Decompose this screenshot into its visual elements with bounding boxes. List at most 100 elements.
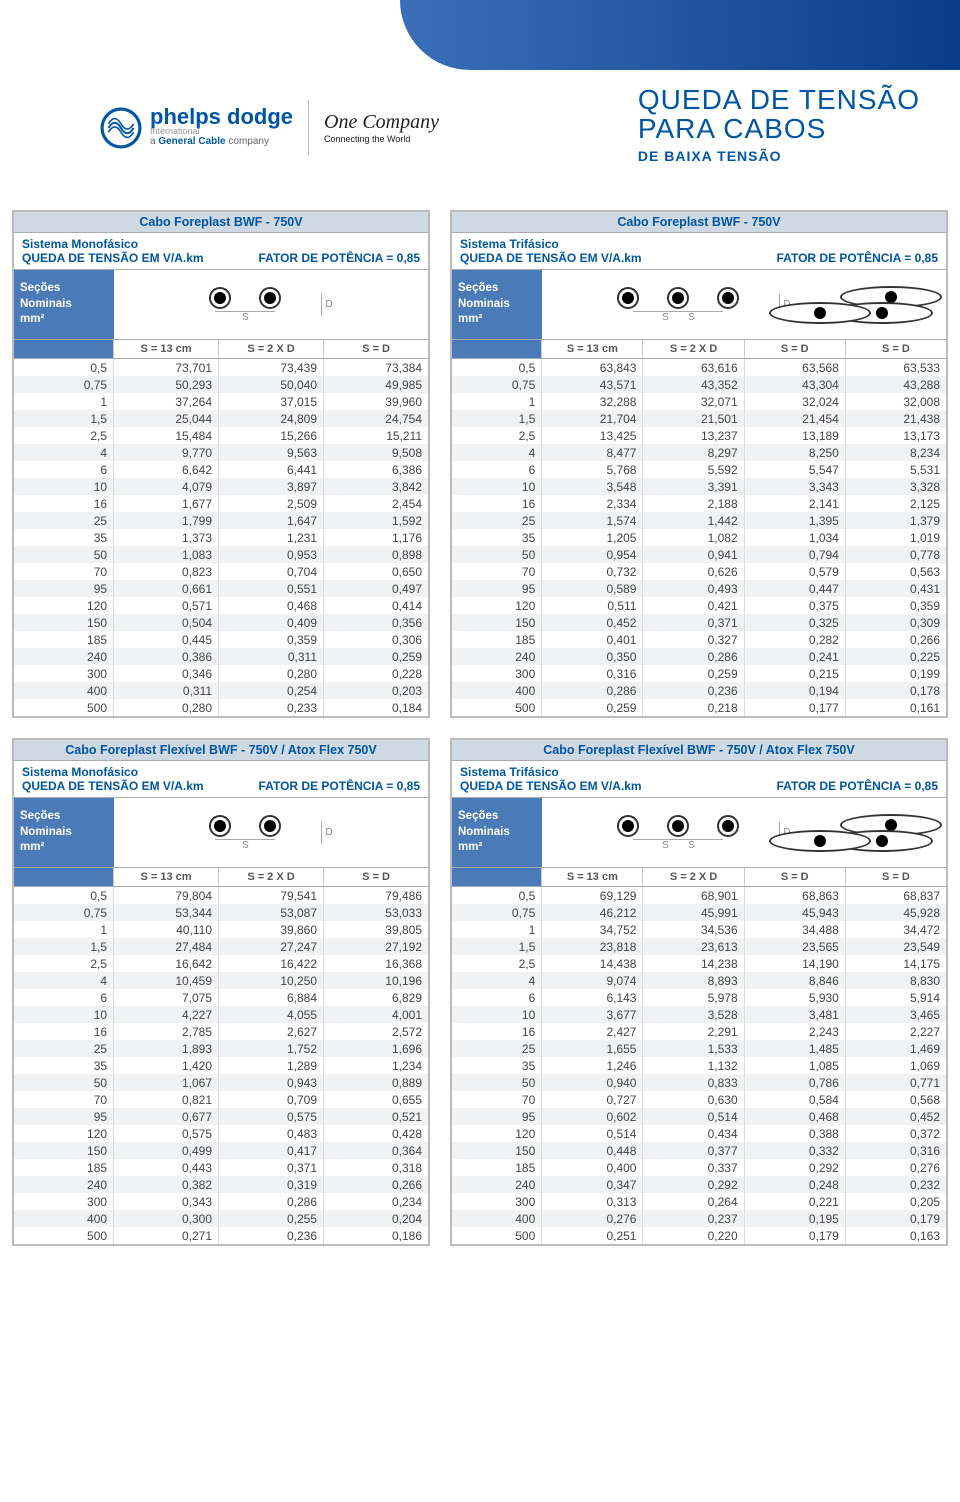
table-row: 103,5483,3913,3433,328 [452,478,946,495]
sections-header: SeçõesNominaismm² [452,798,542,867]
data-cell: 0,194 [744,682,845,699]
data-cell: 0,514 [541,1125,642,1142]
data-cell: 23,613 [642,938,743,955]
section-cell: 2,5 [452,955,541,972]
data-cell: 39,805 [323,921,428,938]
data-cell: 0,468 [744,1108,845,1125]
table-row: 351,2051,0821,0341,019 [452,529,946,546]
data-cell: 3,481 [744,1006,845,1023]
data-cell: 23,549 [845,938,946,955]
table-row: 1200,5110,4210,3750,359 [452,597,946,614]
data-cell: 0,504 [113,614,218,631]
section-cell: 35 [14,1057,113,1074]
data-cell: 10,459 [113,972,218,989]
data-cell: 0,514 [642,1108,743,1125]
data-cell: 16,642 [113,955,218,972]
table-row: 501,0830,9530,898 [14,546,428,563]
data-cell: 32,008 [845,393,946,410]
sections-header: SeçõesNominaismm² [14,270,114,339]
data-cell: 6,386 [323,461,428,478]
data-cell: 1,696 [323,1040,428,1057]
data-cell: 34,536 [642,921,743,938]
table-row: 1,523,81823,61323,56523,549 [452,938,946,955]
table-row: 5000,2800,2330,184 [14,699,428,716]
data-cell: 0,571 [113,597,218,614]
section-cell: 120 [14,597,113,614]
table-row: 3000,3160,2590,2150,199 [452,665,946,682]
data-cell: 0,499 [113,1142,218,1159]
data-cell: 0,228 [323,665,428,682]
table-subheader: Sistema MonofásicoQUEDA DE TENSÃO EM V/A… [14,233,428,270]
data-cell: 0,372 [845,1125,946,1142]
table-row: 0,7550,29350,04049,985 [14,376,428,393]
table-row: 162,7852,6272,572 [14,1023,428,1040]
logo-area: phelps dodge International a General Cab… [100,100,439,155]
table-t4: Cabo Foreplast Flexível BWF - 750V / Ato… [450,738,948,1246]
data-cell: 0,704 [218,563,323,580]
table-row: 3000,3460,2800,228 [14,665,428,682]
table-row: 500,9400,8330,7860,771 [452,1074,946,1091]
data-cell: 2,243 [744,1023,845,1040]
data-cell: 45,991 [642,904,743,921]
data-cell: 0,602 [541,1108,642,1125]
section-cell: 0,5 [14,359,113,376]
data-cell: 37,264 [113,393,218,410]
header-sweep [400,0,960,70]
data-cell: 2,427 [541,1023,642,1040]
s-header-row: S = 13 cmS = 2 X DS = D [14,340,428,359]
data-cell: 0,318 [323,1159,428,1176]
section-cell: 16 [14,495,113,512]
diagram-row: SeçõesNominaismm²SD [14,270,428,340]
section-cell: 95 [452,1108,541,1125]
data-cell: 6,143 [541,989,642,1006]
section-cell: 150 [452,1142,541,1159]
data-cell: 0,316 [541,665,642,682]
data-cell: 69,129 [541,887,642,904]
section-cell: 185 [14,631,113,648]
data-cell: 79,541 [218,887,323,904]
data-cell: 1,647 [218,512,323,529]
section-cell: 120 [14,1125,113,1142]
data-cell: 6,441 [218,461,323,478]
data-cell: 2,125 [845,495,946,512]
table-row: 351,4201,2891,234 [14,1057,428,1074]
data-cell: 13,173 [845,427,946,444]
data-cell: 21,501 [642,410,743,427]
data-cell: 0,177 [744,699,845,716]
data-cell: 0,186 [323,1227,428,1244]
table-row: 1500,4480,3770,3320,316 [452,1142,946,1159]
section-cell: 240 [452,648,541,665]
data-cell: 0,306 [323,631,428,648]
data-cell: 0,452 [541,614,642,631]
data-cell: 0,204 [323,1210,428,1227]
data-cell: 0,709 [218,1091,323,1108]
data-cell: 9,770 [113,444,218,461]
table-row: 2400,3820,3190,266 [14,1176,428,1193]
table-subheader: Sistema TrifásicoQUEDA DE TENSÃO EM V/A.… [452,761,946,798]
table-row: 1500,5040,4090,356 [14,614,428,631]
data-cell: 0,521 [323,1108,428,1125]
data-cell: 1,752 [218,1040,323,1057]
data-cell: 0,356 [323,614,428,631]
table-row: 2400,3500,2860,2410,225 [452,648,946,665]
data-cell: 6,884 [218,989,323,1006]
table-row: 1850,4000,3370,2920,276 [452,1159,946,1176]
data-cell: 43,288 [845,376,946,393]
data-cell: 0,821 [113,1091,218,1108]
data-cell: 40,110 [113,921,218,938]
data-cell: 16,368 [323,955,428,972]
data-cell: 2,141 [744,495,845,512]
table-row: 0,569,12968,90168,86368,837 [452,887,946,904]
table-row: 4000,3000,2550,204 [14,1210,428,1227]
data-cell: 6,642 [113,461,218,478]
data-cell: 0,233 [218,699,323,716]
table-body: 0,569,12968,90168,86368,8370,7546,21245,… [452,887,946,1244]
data-cell: 0,630 [642,1091,743,1108]
data-cell: 1,205 [541,529,642,546]
data-cell: 5,531 [845,461,946,478]
table-row: 950,6770,5750,521 [14,1108,428,1125]
data-cell: 0,953 [218,546,323,563]
data-cell: 3,528 [642,1006,743,1023]
data-cell: 73,384 [323,359,428,376]
logo-divider [308,100,309,155]
